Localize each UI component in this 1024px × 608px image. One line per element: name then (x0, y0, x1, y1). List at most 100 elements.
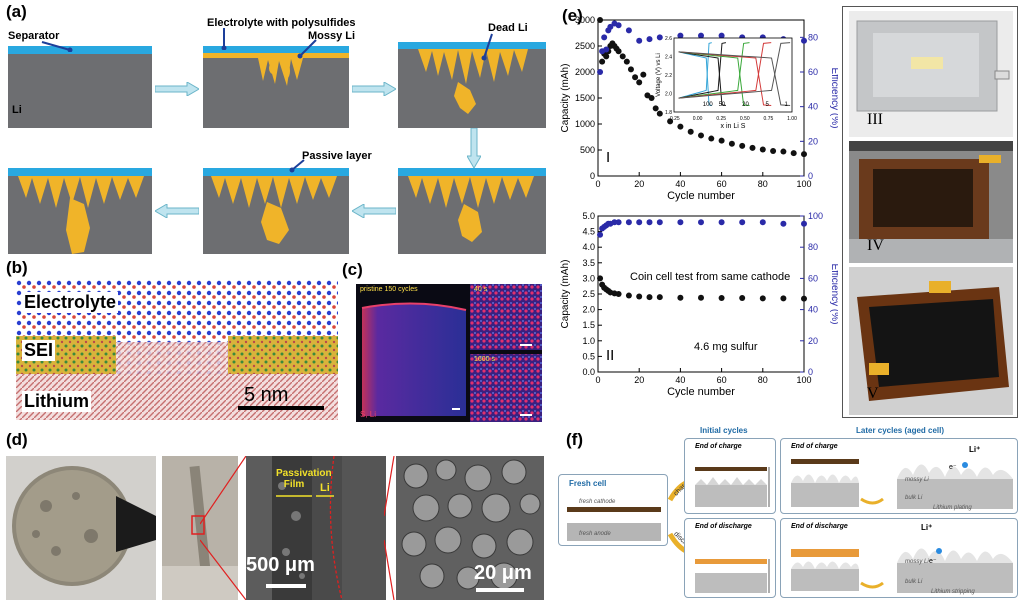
y-tick-label: 1000 (575, 119, 595, 129)
electrode-photo (6, 456, 156, 600)
x-tick-label: 80 (758, 375, 768, 385)
atomistic-simulation: Electrolyte SEI Lithium 5 nm (16, 280, 338, 420)
capacity-point (687, 128, 694, 135)
capacity-point (597, 275, 604, 282)
inset-x-tick: 0.75 (764, 116, 774, 122)
y2-tick-label: 100 (808, 211, 823, 221)
later-discharge-box: End of discharge Li⁺ e⁻ mossy Li bulk Li… (780, 518, 1018, 598)
inset-curve-label: 20 (742, 102, 749, 108)
efficiency-point (801, 37, 807, 44)
capacity-point (739, 142, 746, 149)
y2-axis-label: Efficiency (%) (829, 264, 838, 325)
y2-tick-label: 40 (808, 305, 818, 315)
y-tick-label: 0.0 (582, 367, 595, 377)
inset-x-tick: 0.50 (740, 116, 750, 122)
electrolyte-region-label: Electrolyte (22, 292, 119, 313)
y-axis-label: Capacity (mAh) (560, 260, 571, 329)
capacity-point (780, 295, 787, 302)
coin-cell-note: Coin cell test from same cathode (630, 271, 790, 283)
y-tick-label: 4.5 (582, 227, 595, 237)
initial-charge-box: End of charge (684, 438, 776, 514)
passive-layer-label: Passive layer (302, 150, 372, 162)
efficiency-point (611, 219, 618, 226)
y-tick-label: 500 (580, 145, 595, 155)
y-tick-label: 2000 (575, 67, 595, 77)
later-discharge-title: End of discharge (791, 523, 848, 530)
bulk-li-label-2: bulk Li (905, 579, 923, 585)
capacity-point (698, 132, 704, 139)
capacity-efficiency-chart-pouch: 0 500 1000 1500 2000 2500 3000 0 20 40 60 80 0 20 40 60… (560, 15, 838, 202)
inset-frame (673, 37, 793, 113)
li-plus-label-2: Li⁺ (921, 523, 933, 532)
y-tick-label: 1500 (575, 93, 595, 103)
y2-tick-label: 20 (808, 336, 818, 346)
dead-li-label: Dead Li (488, 22, 528, 34)
efficiency-point (780, 220, 787, 227)
capacity-point (770, 148, 777, 155)
efficiency-point (677, 219, 684, 226)
y-tick-label: 3.5 (582, 258, 595, 268)
capacity-point (718, 295, 725, 302)
inset-curve-label: 50 (719, 102, 726, 108)
channel-legend: S, Li (360, 410, 377, 419)
y-tick-label: 0 (590, 171, 595, 181)
roman-numeral-I: I (606, 149, 610, 166)
e-minus-label-2: e⁻ (929, 558, 937, 565)
y2-tick-label: 60 (808, 67, 818, 77)
inset-curve-label: 100 (703, 102, 714, 108)
li-plus-label-1: Li⁺ (969, 445, 981, 454)
schematic-block-6 (8, 168, 152, 254)
fresh-cathode-label: fresh cathode (579, 499, 616, 505)
capacity-point (619, 53, 626, 60)
photo-label-III: III (867, 111, 883, 128)
later-cycles-title: Later cycles (aged cell) (856, 426, 945, 435)
photo-III: III (849, 11, 1013, 137)
y2-tick-label: 40 (808, 102, 818, 112)
x-axis-label: Cycle number (667, 386, 735, 398)
capacity-point (615, 48, 622, 55)
fresh-cell-title: Fresh cell (569, 479, 607, 488)
capacity-point (677, 123, 684, 130)
inset-y-tick: 2.0 (665, 92, 672, 98)
y2-tick-label: 80 (808, 242, 818, 252)
inset-curve-label: 1 (784, 102, 788, 108)
efficiency-point (636, 37, 643, 44)
panel-label-b: (b) (6, 258, 28, 277)
later-charge-box: End of charge Li⁺ e⁻ mossy Li bulk Li Li… (780, 438, 1018, 514)
y-tick-label: 3.0 (582, 273, 595, 283)
li-layer-label: Li (320, 482, 330, 494)
capacity-point (698, 294, 704, 301)
stripping-label: Lithium stripping (931, 589, 975, 595)
y-tick-label: 1.0 (582, 336, 595, 346)
schematic-block-5 (203, 168, 349, 254)
capacity-point (749, 144, 756, 151)
sei-region-label: SEI (22, 340, 56, 361)
e-minus-label-1: e⁻ (949, 464, 957, 471)
inset-y-tick: 1.8 (665, 110, 672, 116)
inset-discharge-curve (678, 51, 791, 107)
capacity-point (636, 79, 643, 86)
plating-label: Lithium plating (933, 505, 972, 511)
efficiency-point (718, 219, 725, 226)
inset-x-tick: 0.25 (716, 116, 726, 122)
capacity-point (759, 146, 766, 153)
efficiency-point (739, 219, 746, 226)
efficiency-point (636, 219, 643, 226)
capacity-point (708, 135, 715, 142)
efficiency-point (607, 23, 614, 30)
photo-label-V: V (867, 385, 879, 402)
pouch-cell-photos: III IV V (842, 6, 1018, 418)
photo-label-IV: IV (867, 237, 884, 254)
efficiency-point (698, 32, 704, 39)
x-tick-label: 80 (758, 179, 768, 189)
arrow-left-1 (155, 204, 199, 218)
initial-cycles-title: Initial cycles (700, 426, 748, 435)
efficiency-point (646, 36, 653, 43)
efficiency-point (625, 219, 632, 226)
inset-curve-label: 5 (766, 102, 770, 108)
efficiency-point (801, 220, 807, 227)
x-tick-label: 100 (796, 179, 811, 189)
scale-label-20: 20 μm (474, 562, 532, 584)
roman-numeral-II: II (606, 347, 614, 364)
